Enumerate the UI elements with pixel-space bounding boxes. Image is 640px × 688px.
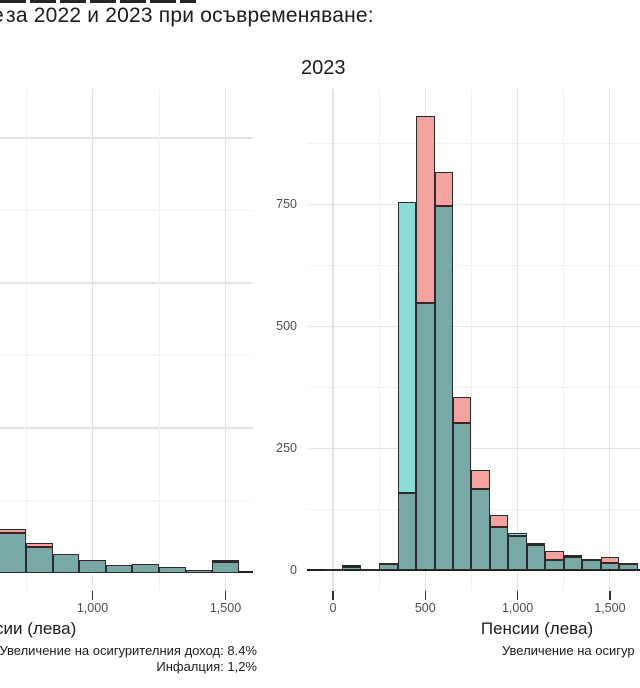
caption-line: Увеличение на осигурителния доход: 8.4% bbox=[0, 643, 257, 658]
histogram-bar-pink-segment bbox=[26, 543, 53, 548]
histogram-bar-overlap-segment bbox=[545, 560, 564, 571]
y-tick-label: 250 bbox=[276, 441, 297, 456]
histogram-bar-overlap-segment bbox=[619, 563, 638, 571]
gridline-v-major bbox=[609, 89, 611, 591]
gridline-v-minor bbox=[378, 89, 380, 591]
gridline-h-minor bbox=[0, 355, 253, 356]
histogram-bar-pink-segment bbox=[0, 528, 26, 533]
y-tick-label: 750 bbox=[276, 197, 297, 212]
gridline-v-minor bbox=[470, 89, 472, 591]
histogram-bar-pink-segment bbox=[434, 171, 453, 206]
x-tick-label: 500 bbox=[414, 601, 436, 615]
panel-caption: Увеличение на осигур bbox=[502, 643, 640, 659]
y-tick-label: 500 bbox=[276, 319, 297, 334]
histogram-bar-overlap-segment bbox=[342, 566, 361, 571]
histogram-bar-overlap-segment bbox=[508, 535, 527, 571]
histogram-bar-overlap-segment bbox=[159, 566, 186, 573]
histogram-bar-overlap-segment bbox=[323, 569, 343, 572]
x-axis-tick bbox=[424, 591, 427, 600]
x-tick-label: 1,000 bbox=[501, 601, 534, 615]
histogram-bar-cyan-segment bbox=[582, 559, 601, 562]
gridline-h-major bbox=[0, 137, 253, 139]
gridline-h-major bbox=[307, 326, 640, 328]
histogram-bar-overlap-segment bbox=[360, 568, 380, 571]
gridline-v-major bbox=[332, 89, 334, 591]
x-tick-label: 1,500 bbox=[209, 601, 242, 615]
caption-line: Увеличение на осигур bbox=[502, 643, 635, 658]
histogram-bar-overlap-segment bbox=[132, 563, 159, 573]
y-tick-label: 0 bbox=[290, 563, 297, 577]
x-tick-label: 1,500 bbox=[594, 601, 626, 615]
histogram-bar-overlap-segment bbox=[452, 422, 472, 571]
x-axis-tick bbox=[91, 591, 94, 600]
histogram-bar-pink-segment bbox=[545, 550, 564, 561]
caption-line: Инфалция: 1,2% bbox=[156, 658, 257, 674]
histogram-bar-overlap-segment bbox=[471, 488, 490, 571]
histogram-bar-pink-segment bbox=[416, 116, 435, 304]
x-tick-label: 0 bbox=[329, 601, 337, 615]
histogram-bar-cyan-segment bbox=[563, 555, 583, 558]
gridline-v-major bbox=[517, 89, 519, 591]
histogram-bar-overlap-segment bbox=[489, 526, 509, 571]
x-axis-tick bbox=[609, 591, 611, 600]
gridline-h-major bbox=[0, 282, 253, 284]
histogram-bar-overlap-segment bbox=[379, 564, 398, 571]
histogram-bar-overlap-segment bbox=[52, 553, 80, 573]
histogram-bar-overlap-segment bbox=[600, 562, 620, 571]
x-axis-title: Пенсии (лева) bbox=[0, 619, 77, 638]
gridline-h-major bbox=[307, 204, 640, 206]
gridline-h-minor bbox=[307, 387, 640, 389]
histogram-bar-overlap-segment bbox=[563, 556, 583, 571]
histogram-bar-overlap-segment bbox=[212, 561, 239, 573]
cropped-text-remnant bbox=[0, 0, 196, 3]
histogram-bar-overlap-segment bbox=[582, 560, 601, 571]
histogram-bar-overlap-segment bbox=[26, 547, 53, 573]
gridline-h-minor bbox=[0, 500, 253, 501]
gridline-v-major bbox=[91, 89, 94, 591]
histogram-bar-overlap-segment bbox=[526, 545, 546, 571]
histogram-bar-overlap-segment bbox=[397, 493, 417, 571]
gridline-h-major bbox=[0, 427, 253, 429]
gridline-v-minor bbox=[563, 89, 565, 591]
histogram-bar-overlap-segment bbox=[185, 570, 213, 573]
histogram-bar-overlap-segment bbox=[416, 303, 435, 571]
gridline-v-major bbox=[224, 89, 227, 591]
histogram-bar-pink-segment bbox=[452, 396, 472, 423]
gridline-h-major bbox=[307, 448, 640, 450]
x-axis-tick bbox=[332, 591, 334, 600]
gridline-h-minor bbox=[307, 143, 640, 145]
histogram-bar-overlap-segment bbox=[0, 532, 26, 573]
panel-caption: Увеличение на осигурителния доход: 8.4% И… bbox=[0, 643, 257, 674]
histogram-bar-cyan-segment bbox=[526, 543, 546, 546]
gridline-h-minor bbox=[0, 210, 253, 211]
histogram-bar-overlap-segment bbox=[79, 560, 106, 573]
figure-title: за 2022 и 2023 при осъвременяване: bbox=[6, 4, 374, 27]
histogram-bar-pink-segment bbox=[212, 559, 239, 562]
x-axis-tick bbox=[516, 591, 519, 600]
gridline-v-minor bbox=[158, 89, 160, 591]
histogram-bar-pink-segment bbox=[600, 557, 620, 563]
histogram-bar-overlap-segment bbox=[434, 205, 453, 571]
x-axis-tick bbox=[224, 591, 227, 600]
histogram-bar-pink-segment bbox=[342, 565, 361, 568]
x-tick-label: 1,000 bbox=[76, 601, 109, 615]
histogram-bar-cyan-segment bbox=[379, 562, 398, 565]
gridline-v-minor bbox=[25, 89, 27, 591]
histogram-bar-cyan-segment bbox=[397, 202, 417, 494]
panel-title: 2023 bbox=[301, 57, 346, 79]
gridline-h-minor bbox=[307, 265, 640, 267]
x-axis-title: Пенсии (лева) bbox=[480, 619, 594, 638]
histogram-bar-pink-segment bbox=[489, 514, 509, 527]
histogram-bar-overlap-segment bbox=[105, 565, 133, 573]
histogram-bar-cyan-segment bbox=[619, 562, 638, 565]
histogram-bar-cyan-segment bbox=[508, 533, 527, 536]
figure-title-cut-fragment: е bbox=[0, 4, 4, 28]
histogram-bar-pink-segment bbox=[471, 469, 490, 489]
